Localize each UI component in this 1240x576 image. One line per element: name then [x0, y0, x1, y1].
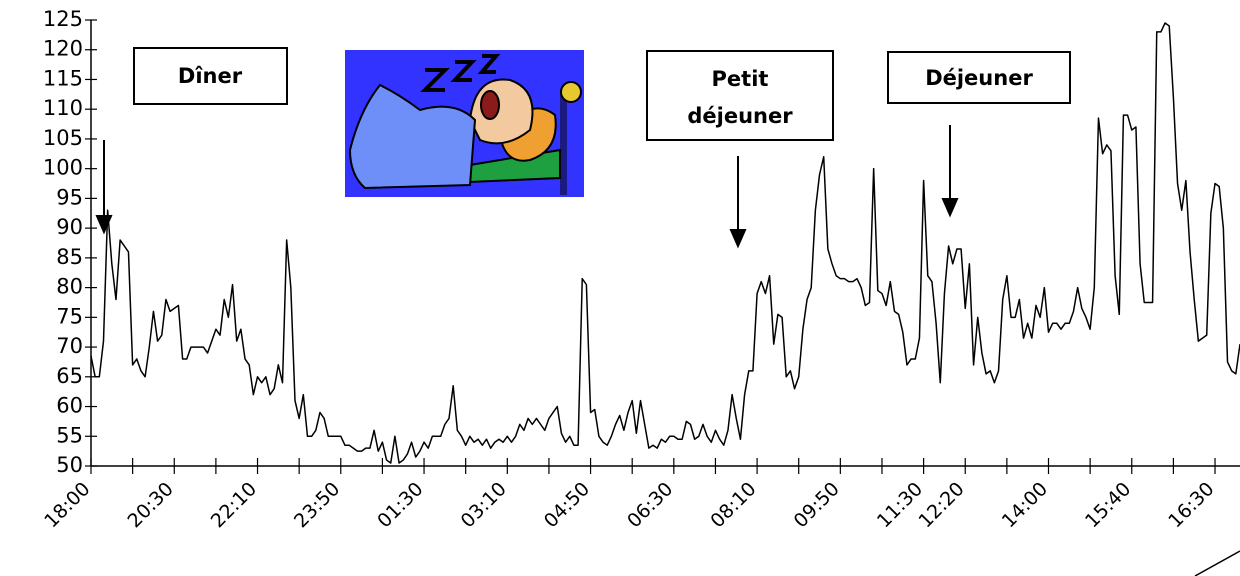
x-tick-label: 18:00	[40, 478, 94, 532]
y-tick-label: 120	[43, 37, 83, 61]
x-tick-label: 04:50	[540, 478, 594, 532]
x-tick-label: 20:30	[124, 478, 178, 532]
arrow-head	[731, 230, 745, 246]
annotation-text: Déjeuner	[925, 66, 1033, 90]
y-tick-label: 80	[56, 275, 83, 299]
annotation-text: Petit	[712, 67, 769, 91]
annotation-text: déjeuner	[687, 104, 793, 128]
y-tick-label: 105	[43, 126, 83, 150]
y-tick-label: 125	[43, 7, 83, 31]
y-tick-label: 50	[56, 453, 83, 477]
x-tick-label: 22:10	[207, 478, 261, 532]
y-tick-label: 65	[56, 364, 83, 388]
y-tick-label: 110	[43, 96, 83, 120]
y-tick-label: 115	[43, 66, 83, 90]
x-tick-label: 11:30	[873, 478, 927, 532]
x-tick-label: 16:30	[1164, 478, 1218, 532]
arrow-head	[943, 199, 957, 215]
x-tick-label: 03:10	[457, 478, 511, 532]
decoration-line	[1195, 551, 1240, 576]
y-tick-label: 75	[56, 304, 83, 328]
annotation-text: Dîner	[178, 64, 243, 88]
y-tick-label: 60	[56, 394, 83, 418]
x-tick-label: 23:50	[290, 478, 344, 532]
y-tick-label: 90	[56, 215, 83, 239]
y-tick-label: 100	[43, 156, 83, 180]
y-tick-label: 55	[56, 423, 83, 447]
x-tick-label: 09:50	[790, 478, 844, 532]
sleeping-illustration	[345, 50, 584, 197]
x-tick-label: 01:30	[373, 478, 427, 532]
x-tick-label: 12:20	[914, 478, 968, 532]
x-tick-label: 06:30	[623, 478, 677, 532]
x-tick-label: 15:40	[1081, 478, 1135, 532]
page: {"chart_data": {"type": "line", "color":…	[0, 0, 1240, 576]
x-tick-label: 08:10	[706, 478, 760, 532]
y-tick-label: 95	[56, 185, 83, 209]
x-tick-label: 14:00	[998, 478, 1052, 532]
y-tick-label: 85	[56, 245, 83, 269]
y-tick-label: 70	[56, 334, 83, 358]
chart: Dîner Petit déjeuner Déjeuner 50 55 60 65 70…	[0, 0, 1240, 576]
